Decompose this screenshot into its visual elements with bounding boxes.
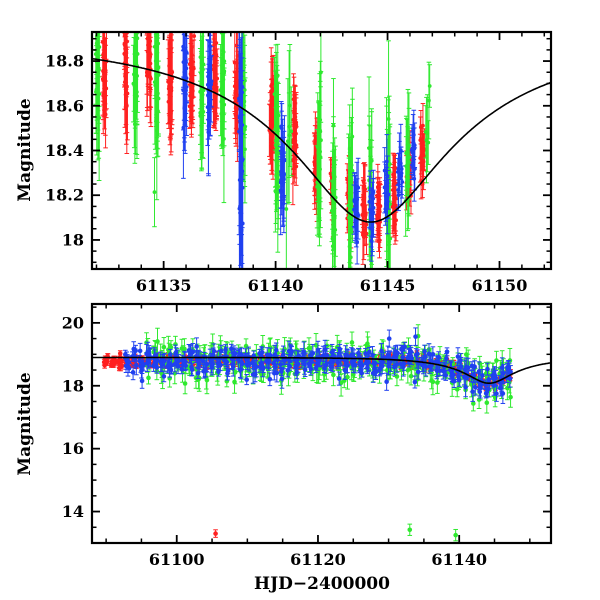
ytick-label: 16 xyxy=(62,439,84,458)
ytick-label: 18.6 xyxy=(45,96,84,115)
bottom-panel-data-points xyxy=(101,324,513,542)
ytick-label: 18 xyxy=(62,376,84,395)
bottom-panel-ylabel: Magnitude xyxy=(15,372,35,476)
top-panel-tick-labels: 61135 61140 61145 61150 18 18.2 18.4 18.6 18.8 xyxy=(45,52,527,295)
xtick-label: 61120 xyxy=(290,550,346,569)
top-panel-model-curve xyxy=(91,57,552,223)
bottom-panel: 61100 61120 61140 14 16 18 20 Magnitude HJD−24… xyxy=(15,302,553,594)
ytick-label: 14 xyxy=(62,502,84,521)
ytick-label: 18.4 xyxy=(45,141,84,160)
xtick-label: 61140 xyxy=(431,550,487,569)
top-panel: 61135 61140 61145 61150 18 18.2 18.4 18.6 18.8 M… xyxy=(15,30,553,295)
top-panel-ylabel: Magnitude xyxy=(15,98,35,202)
top-panel-data-points xyxy=(93,30,433,269)
xaxis-label: HJD−2400000 xyxy=(254,574,390,594)
xtick-label: 61150 xyxy=(472,276,528,295)
bottom-panel-model-curve xyxy=(92,356,552,384)
ytick-label: 20 xyxy=(62,313,84,332)
ytick-label: 18.2 xyxy=(45,186,84,205)
bottom-panel-axes xyxy=(90,302,553,545)
bottom-panel-tick-labels: 61100 61120 61140 14 16 18 20 xyxy=(62,313,487,569)
ytick-label: 18.8 xyxy=(45,52,84,71)
top-panel-axes xyxy=(90,30,553,271)
xtick-label: 61140 xyxy=(248,276,304,295)
xtick-label: 61135 xyxy=(136,276,192,295)
xtick-label: 61145 xyxy=(360,276,416,295)
ytick-label: 18 xyxy=(62,230,84,249)
xtick-label: 61100 xyxy=(149,550,205,569)
